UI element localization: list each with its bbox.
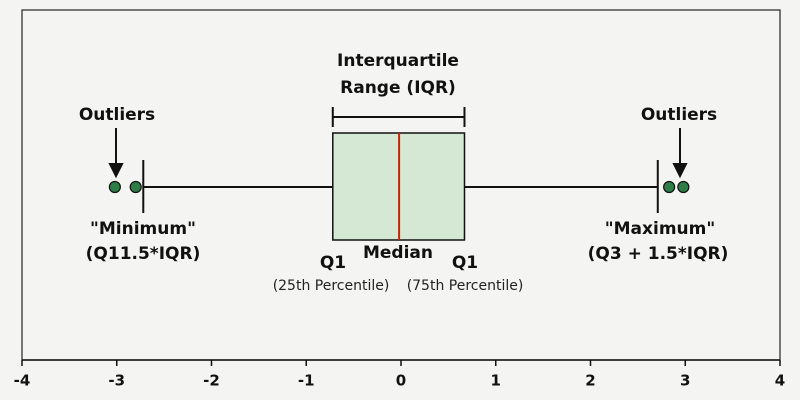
annotation: Outliers [641,105,717,125]
x-tick-label: 0 [396,372,406,390]
x-tick-label: -2 [203,372,220,390]
annotation: (75th Percentile) [407,278,524,294]
annotation: Q1 [452,253,478,273]
annotation: (Q3 + 1.5*IQR) [588,244,729,264]
arrow-head [672,163,688,179]
x-tick-label: -4 [14,372,31,390]
annotation: (Q11.5*IQR) [86,244,201,264]
outlier [663,180,676,194]
annotation: "Minimum" [90,219,196,239]
outlier [677,180,690,194]
x-tick-label: 4 [775,372,785,390]
annotation: "Maximum" [605,219,715,239]
x-tick-label: 3 [680,372,690,390]
x-tick-label: -1 [298,372,315,390]
arrow-head [108,163,124,179]
outlier [129,180,142,194]
annotation: Median [363,243,433,263]
annotation: (25th Percentile) [273,278,390,294]
annotation: Range (IQR) [340,78,456,98]
x-tick-label: 1 [491,372,501,390]
outlier [108,180,121,194]
annotation: Q1 [320,253,346,273]
arrows [108,128,688,179]
x-tick-label: 2 [585,372,595,390]
annotation: Interquartile [337,51,459,71]
annotation: Outliers [79,105,155,125]
x-tick-label: -3 [108,372,125,390]
iqr-bracket [331,107,466,127]
